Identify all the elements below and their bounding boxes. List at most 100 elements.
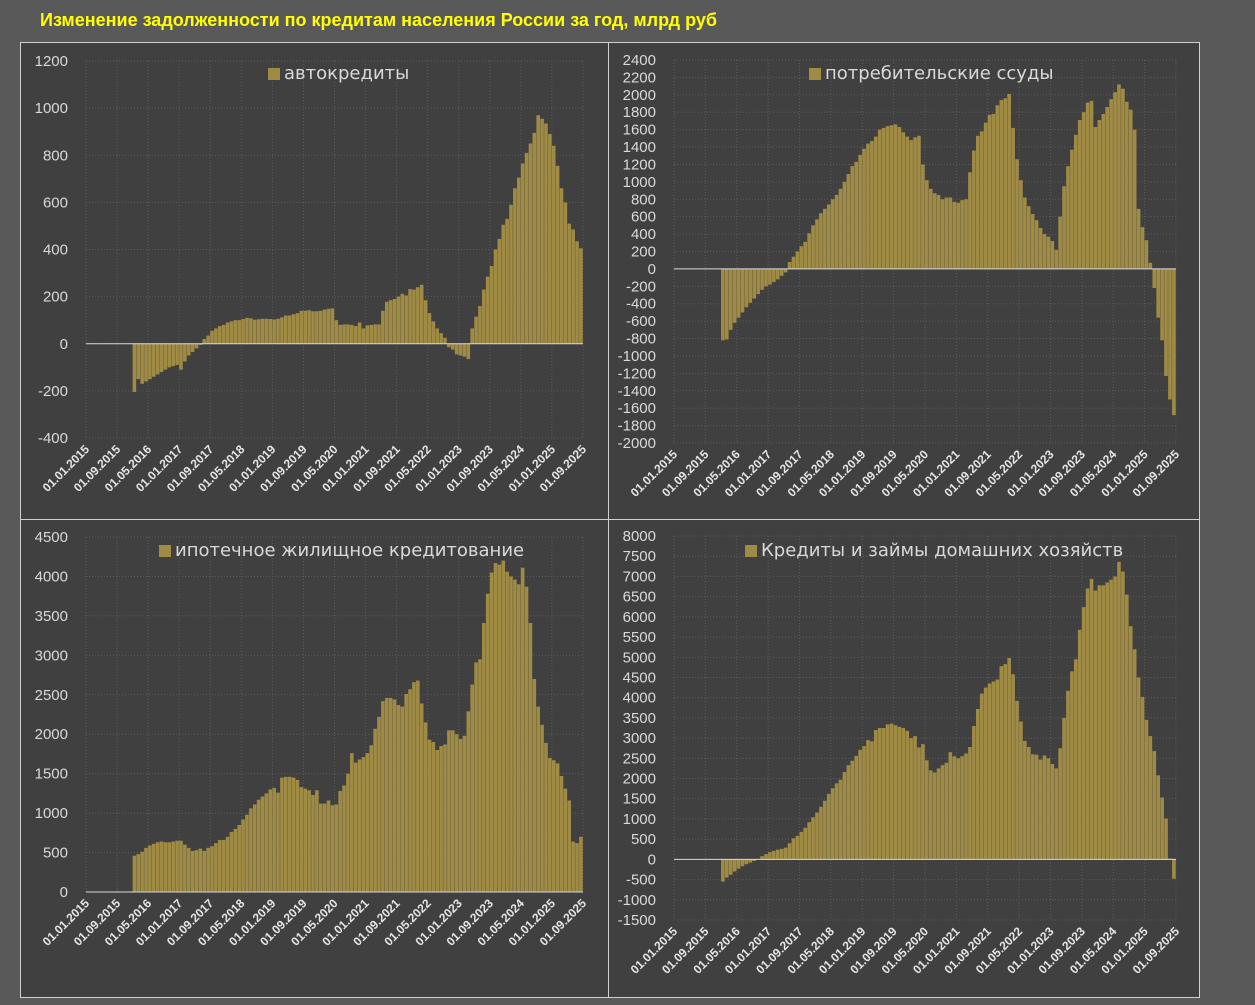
bar (423, 722, 428, 892)
chart-panel-consumer-loans: -2000 -1800 -1600 -1400 -1200 -1000 -800 -600 -4… (608, 42, 1200, 520)
bar (183, 343, 187, 362)
bar (1007, 658, 1011, 860)
bar (144, 343, 148, 382)
bar (155, 343, 160, 375)
bar (791, 256, 796, 269)
bar (1156, 775, 1160, 860)
bar (419, 703, 424, 892)
bar (416, 680, 420, 892)
y-tick-label: 5000 (623, 649, 656, 666)
bar (249, 808, 253, 892)
bar (862, 148, 866, 269)
bar (830, 199, 835, 269)
bar (384, 301, 389, 344)
bar (439, 746, 443, 892)
bar (443, 744, 447, 892)
bar (807, 822, 811, 860)
bar (1125, 594, 1129, 860)
bar (454, 343, 459, 355)
bar (431, 321, 436, 344)
y-tick-label: 1800 (623, 104, 656, 121)
bar (834, 194, 839, 269)
bar (237, 320, 242, 344)
bar (303, 788, 308, 892)
y-tick-label: 4000 (35, 568, 68, 585)
bar (140, 343, 144, 384)
bar (721, 859, 725, 882)
bar (346, 773, 350, 892)
bar (772, 268, 776, 282)
bar (889, 125, 894, 269)
bar (928, 770, 933, 860)
bar (450, 343, 455, 350)
bar (1132, 129, 1137, 269)
bar (280, 317, 284, 344)
bar (1148, 736, 1153, 860)
bar (1128, 626, 1133, 860)
bar (1125, 101, 1129, 269)
bar (799, 831, 804, 860)
bar (221, 324, 226, 344)
bar (148, 845, 152, 892)
bar (1117, 561, 1121, 860)
bar (567, 800, 572, 892)
bar (524, 586, 529, 892)
bar (1140, 696, 1145, 860)
bar (740, 859, 745, 867)
bar (760, 856, 764, 860)
bar (458, 738, 463, 892)
y-tick-label: 500 (631, 831, 656, 848)
bar (350, 753, 354, 892)
bar (260, 796, 265, 892)
bar (524, 152, 529, 344)
bar (485, 593, 490, 892)
bar (210, 330, 214, 344)
bar (764, 268, 768, 287)
bar (563, 202, 568, 344)
bar (575, 241, 579, 344)
bar (330, 308, 335, 344)
bar (264, 318, 269, 344)
bar (799, 246, 804, 269)
bar (489, 572, 494, 892)
bar (854, 755, 859, 860)
y-tick-label: -200 (38, 383, 68, 400)
bar (435, 750, 440, 892)
y-tick-label: 7000 (623, 568, 656, 585)
bar (249, 318, 253, 344)
y-tick-label: 0 (60, 884, 68, 901)
bar (163, 343, 168, 370)
bar (136, 343, 141, 380)
bar (373, 728, 377, 892)
bar (897, 726, 902, 860)
bar (956, 202, 960, 269)
bar (175, 840, 179, 892)
bar (1038, 227, 1043, 269)
bar (392, 298, 397, 344)
bar (268, 789, 273, 892)
bar (361, 328, 366, 344)
bar (936, 768, 941, 860)
y-tick-label: -1000 (618, 892, 656, 909)
bar (1093, 590, 1098, 860)
y-tick-label: 0 (648, 261, 656, 278)
bar (968, 746, 972, 860)
y-tick-label: 0 (60, 336, 68, 353)
bar (1042, 234, 1047, 269)
bar (132, 855, 137, 892)
bar (960, 200, 964, 269)
bar (462, 735, 467, 892)
bar (311, 794, 315, 892)
bar (815, 812, 819, 860)
bar (419, 284, 424, 344)
y-tick-label: 2400 (623, 52, 656, 69)
bar (276, 792, 280, 892)
y-tick-label: 3000 (623, 730, 656, 747)
bar (322, 803, 327, 892)
bar (388, 300, 393, 344)
legend-swatch (159, 544, 171, 557)
bar (811, 225, 815, 269)
mortgage-chart: 05001000150020002500300035004000450001.0… (35, 529, 590, 949)
bar (1046, 236, 1051, 269)
bar (214, 328, 218, 344)
